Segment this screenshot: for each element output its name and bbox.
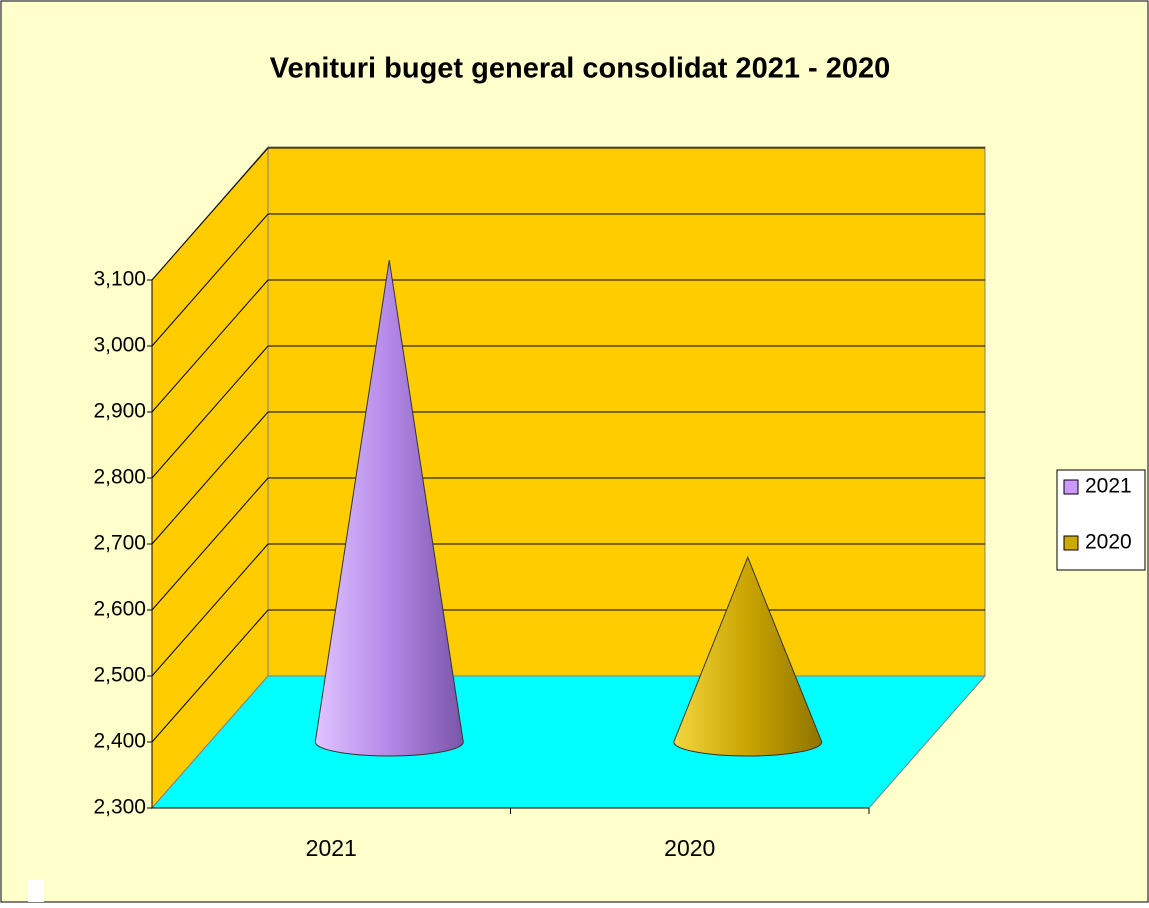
grid-line xyxy=(151,543,269,677)
grid-line xyxy=(151,609,269,743)
y-tick-label: 2,700 xyxy=(93,532,146,555)
x-tick-label: 2020 xyxy=(664,835,715,861)
cone xyxy=(314,260,464,757)
blank-patch xyxy=(28,880,44,902)
legend-swatch xyxy=(1063,479,1079,495)
y-tick-label: 2,400 xyxy=(93,730,146,753)
y-tick-label: 2,800 xyxy=(93,466,146,489)
grid-line xyxy=(151,411,269,545)
x-tick-label: 2021 xyxy=(306,835,357,861)
grid-line xyxy=(151,345,269,479)
cone xyxy=(673,555,823,757)
grid-line xyxy=(151,147,269,281)
legend-label: 2021 xyxy=(1085,475,1132,498)
floor xyxy=(150,675,987,809)
legend-swatch xyxy=(1063,535,1079,551)
y-tick-label: 2,500 xyxy=(93,664,146,687)
y-tick-label: 3,000 xyxy=(93,334,146,357)
grid-line xyxy=(151,213,269,347)
grid-line xyxy=(151,477,269,611)
y-tick-label: 2,300 xyxy=(93,796,146,819)
y-tick-label: 2,900 xyxy=(93,400,146,423)
y-tick-label: 2,600 xyxy=(93,598,146,621)
legend-label: 2020 xyxy=(1085,531,1132,554)
chart-title: Venituri buget general consolidat 2021 -… xyxy=(270,53,890,85)
y-tick-label: 3,100 xyxy=(93,268,146,291)
legend: 2021 2020 xyxy=(1056,469,1146,571)
grid-line xyxy=(151,279,269,413)
